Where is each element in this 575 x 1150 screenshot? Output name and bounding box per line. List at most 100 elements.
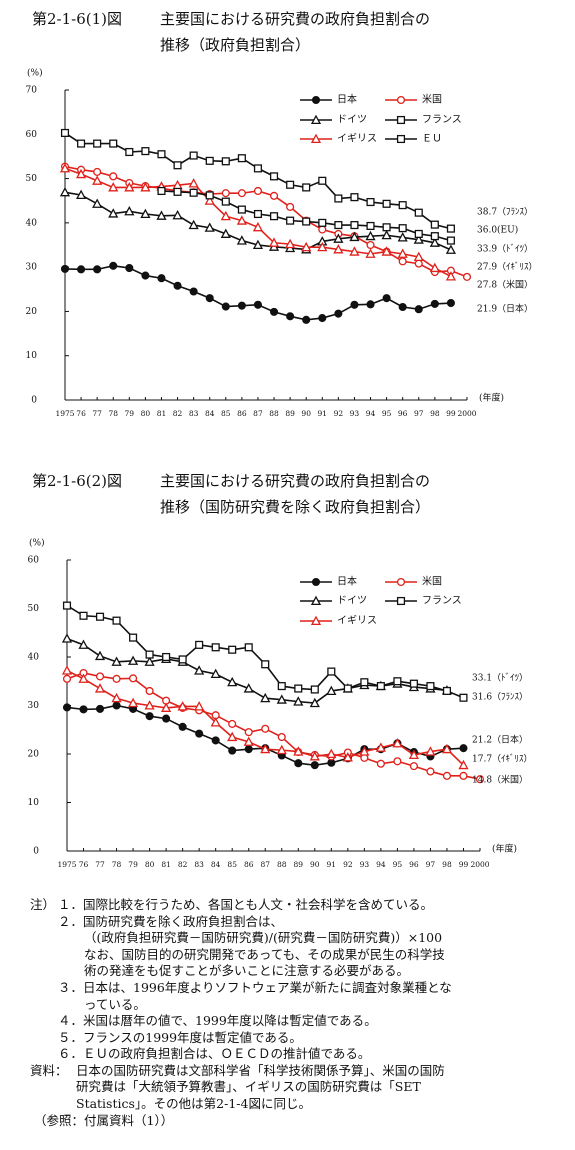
point-marker: [127, 697, 139, 708]
point-marker: [333, 233, 344, 243]
series-line: [161, 190, 452, 242]
point-marker: [178, 655, 187, 664]
y-axis-label: (%): [27, 68, 43, 79]
point-marker: [62, 674, 72, 683]
point-marker: [277, 682, 286, 691]
point-marker: [227, 731, 238, 742]
y-tick-label: 10: [26, 351, 38, 361]
y-tick-label: 60: [26, 130, 38, 140]
point-marker: [441, 743, 453, 754]
x-tick-label: 99: [446, 409, 456, 418]
point-marker: [221, 157, 230, 166]
point-marker: [173, 281, 182, 290]
point-marker: [286, 216, 295, 225]
x-axis-label: (年度): [479, 392, 504, 404]
point-marker: [413, 234, 424, 244]
point-marker: [112, 701, 121, 710]
point-marker: [78, 673, 89, 683]
point-marker: [92, 175, 103, 185]
x-tick-label: 95: [382, 409, 392, 418]
point-marker: [317, 241, 328, 252]
end-label: 38.7（ﾌﾗﾝｽ）: [477, 207, 533, 218]
point-marker: [62, 703, 72, 712]
point-marker: [366, 240, 375, 250]
point-marker: [293, 746, 304, 756]
point-marker: [365, 230, 376, 241]
point-marker: [61, 633, 73, 643]
point-marker: [446, 298, 455, 308]
point-marker: [177, 701, 188, 711]
legend-label: 日本: [337, 575, 357, 588]
point-marker: [109, 261, 118, 270]
x-tick-label: 90: [301, 409, 311, 418]
x-tick-label: 1975: [55, 409, 74, 418]
point-marker: [195, 729, 204, 738]
point-marker: [173, 161, 182, 170]
point-marker: [458, 759, 469, 770]
point-marker: [269, 307, 279, 316]
point-marker: [318, 225, 327, 234]
point-marker: [446, 224, 455, 233]
end-label: 36.0(EU): [477, 225, 518, 236]
note-line: （(政府負担研究費－国防研究費)/(研究費－国防研究費)）×100: [84, 930, 443, 945]
y-tick-label: 20: [26, 307, 38, 317]
point-marker: [95, 704, 105, 713]
point-marker: [349, 231, 360, 242]
point-marker: [327, 667, 336, 676]
point-marker: [414, 229, 423, 238]
point-marker: [382, 294, 391, 303]
point-marker: [414, 259, 423, 268]
x-tick-label: 85: [221, 409, 231, 418]
point-marker: [430, 220, 439, 229]
point-marker: [127, 655, 139, 665]
y-tick-label: 40: [28, 653, 40, 663]
point-marker: [204, 195, 215, 205]
point-marker: [459, 744, 468, 753]
point-marker: [141, 147, 150, 156]
point-marker: [108, 182, 119, 192]
point-marker: [161, 702, 172, 712]
point-marker: [366, 300, 375, 309]
point-marker: [94, 650, 106, 661]
point-marker: [459, 771, 468, 780]
point-marker: [359, 746, 370, 756]
note-line: ５．フランスの1999年度は暫定値である。: [58, 1030, 302, 1045]
end-label: 14.8（米国）: [472, 774, 528, 786]
series-line: [64, 265, 451, 321]
point-marker: [94, 683, 106, 693]
point-marker: [350, 193, 359, 202]
y-tick-label: 50: [26, 174, 38, 184]
point-marker: [194, 665, 205, 675]
point-marker: [310, 114, 322, 125]
x-tick-label: 97: [426, 860, 436, 869]
point-marker: [310, 133, 322, 144]
point-marker: [260, 743, 271, 754]
point-marker: [237, 154, 246, 163]
point-marker: [425, 746, 436, 756]
point-marker: [109, 172, 118, 181]
point-marker: [302, 183, 311, 192]
point-marker: [111, 692, 122, 703]
point-marker: [382, 199, 391, 208]
point-marker: [253, 209, 263, 219]
point-marker: [236, 235, 247, 245]
x-tick-label: 76: [79, 860, 89, 869]
point-marker: [409, 762, 418, 771]
point-marker: [92, 198, 103, 208]
point-marker: [475, 775, 485, 784]
legend-label: ドイツ: [337, 596, 367, 607]
point-marker: [293, 696, 304, 706]
point-marker: [462, 272, 472, 281]
chart-title: 推移（国防研究費を除く政府負担割合）: [160, 498, 430, 516]
point-marker: [381, 246, 392, 256]
point-marker: [189, 188, 198, 197]
series-line: [66, 604, 464, 699]
series-line: [66, 637, 448, 704]
point-marker: [398, 302, 407, 312]
point-marker: [162, 714, 171, 723]
chart-title: 主要国における研究費の政府負担割合の: [160, 10, 430, 28]
point-marker: [124, 182, 135, 192]
point-marker: [162, 652, 171, 662]
point-marker: [204, 222, 215, 232]
